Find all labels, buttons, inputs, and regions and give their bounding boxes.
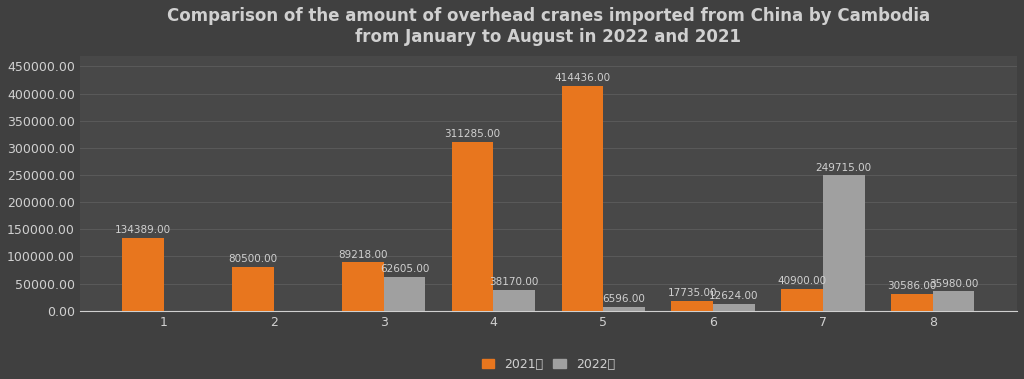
Title: Comparison of the amount of overhead cranes imported from China by Cambodia
from: Comparison of the amount of overhead cra… — [167, 7, 930, 46]
Bar — [823, 175, 864, 311]
Bar — [781, 288, 823, 311]
Text: 62605.00: 62605.00 — [380, 264, 429, 274]
Bar — [384, 277, 425, 311]
Text: 30586.00: 30586.00 — [887, 282, 937, 291]
Text: 89218.00: 89218.00 — [338, 250, 387, 260]
Text: 6596.00: 6596.00 — [603, 294, 645, 304]
Bar — [342, 262, 384, 311]
Text: 38170.00: 38170.00 — [489, 277, 539, 287]
Bar — [713, 304, 755, 311]
Bar — [891, 294, 933, 311]
Bar — [561, 86, 603, 311]
Bar — [122, 238, 164, 311]
Text: 35980.00: 35980.00 — [929, 279, 978, 288]
Bar — [933, 291, 975, 311]
Text: 249715.00: 249715.00 — [816, 163, 871, 172]
Text: 40900.00: 40900.00 — [777, 276, 826, 286]
Bar — [232, 267, 273, 311]
Text: 12624.00: 12624.00 — [710, 291, 759, 301]
Legend: 2021年, 2022年: 2021年, 2022年 — [477, 353, 620, 376]
Text: 134389.00: 134389.00 — [115, 225, 171, 235]
Text: 414436.00: 414436.00 — [554, 73, 610, 83]
Text: 17735.00: 17735.00 — [668, 288, 717, 298]
Bar — [603, 307, 645, 311]
Bar — [452, 142, 494, 311]
Bar — [672, 301, 713, 311]
Text: 311285.00: 311285.00 — [444, 129, 501, 139]
Text: 80500.00: 80500.00 — [228, 254, 278, 265]
Bar — [494, 290, 536, 311]
